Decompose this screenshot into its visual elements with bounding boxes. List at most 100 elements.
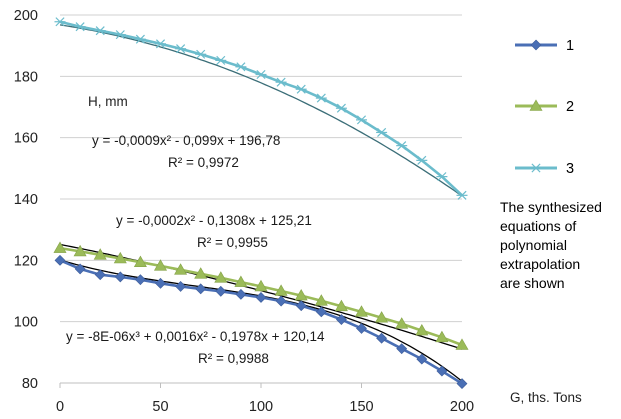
equation-series-2: y = -0,0002x² - 0,1308x + 125,21 [116, 213, 312, 228]
marker-stroke [531, 163, 541, 173]
data-point-marker [54, 17, 66, 27]
legend-label: 3 [566, 161, 574, 177]
y-tick-label: 200 [14, 8, 38, 24]
data-point-marker [114, 30, 126, 40]
data-point-marker [435, 330, 449, 343]
data-point-marker [134, 34, 146, 44]
marker-stroke [316, 93, 326, 103]
y-tick-label: 180 [14, 69, 38, 85]
data-point-marker [155, 39, 166, 49]
data-point-marker [529, 99, 543, 111]
marker-stroke [276, 77, 286, 87]
legend-item-2: 2 [515, 99, 574, 115]
data-point-marker [114, 271, 126, 283]
equation-series-1: y = -8E-06x³ + 0,0016x² - 0,1978x + 120,… [66, 329, 325, 344]
data-point-marker [74, 22, 86, 32]
data-point-marker [94, 26, 106, 36]
data-point-marker [415, 323, 429, 336]
data-point-marker [235, 288, 247, 300]
marker-stroke [115, 30, 125, 40]
data-point-marker [214, 271, 228, 283]
y-tick-label: 100 [14, 315, 38, 331]
marker-stroke [176, 44, 186, 54]
data-point-marker [416, 155, 428, 165]
data-point-marker [436, 172, 448, 182]
data-point-marker [235, 62, 247, 72]
legend-label: 1 [566, 38, 574, 54]
data-point-marker [456, 378, 468, 390]
marker-stroke [135, 34, 145, 44]
data-point-marker [395, 317, 409, 329]
x-tick-labels: 0 50 100 150 200 [56, 383, 474, 415]
data-point-marker [94, 269, 106, 281]
data-point-marker [134, 274, 146, 286]
series-3 [54, 17, 468, 200]
marker-stroke [236, 62, 246, 72]
note-line: polynomial [500, 237, 567, 253]
data-point-marker [396, 343, 408, 355]
note-line: are shown [500, 275, 565, 291]
r-squared-series-2: R² = 0,9955 [197, 235, 268, 250]
data-point-marker [334, 299, 348, 312]
data-point-marker [315, 306, 327, 318]
data-point-marker [174, 263, 188, 275]
note-line: The synthesized [500, 199, 602, 215]
data-point-marker [254, 279, 268, 292]
data-point-marker [133, 255, 147, 267]
r-squared-series-3: R² = 0,9972 [168, 155, 239, 170]
trendline-series-3 [59, 24, 463, 197]
data-point-marker [215, 55, 227, 65]
data-point-marker [153, 259, 168, 271]
y-tick-label: 140 [14, 192, 38, 208]
data-point-marker [356, 322, 367, 334]
y-tick-label: 80 [22, 376, 38, 392]
data-point-marker [354, 305, 369, 317]
data-point-marker [294, 288, 308, 301]
data-point-marker [396, 141, 408, 151]
data-point-marker [73, 244, 87, 257]
data-point-marker [93, 248, 107, 260]
marker-stroke [155, 39, 166, 49]
series-1 [54, 254, 468, 390]
marker-stroke [417, 155, 427, 165]
x-tick-label: 100 [249, 399, 273, 415]
r-squared-series-1: R² = 0,9988 [198, 351, 269, 366]
data-point-marker [314, 294, 328, 306]
data-point-marker [416, 353, 428, 365]
equation-series-3: y = -0,0009x² - 0,099x + 196,78 [92, 133, 281, 148]
y-tick-label: 120 [14, 253, 38, 269]
note-line: extrapolation [500, 256, 581, 272]
marker-stroke [256, 69, 266, 80]
data-point-marker [255, 69, 267, 80]
data-point-marker [275, 295, 287, 307]
data-point-marker [335, 314, 347, 325]
marker-stroke [437, 172, 447, 182]
y-axis-title: H, mm [88, 94, 128, 109]
data-point-marker [194, 267, 208, 279]
legend-item-1: 1 [515, 38, 574, 54]
data-point-marker [375, 311, 389, 323]
x-axis-title: G, ths. Tons [510, 390, 582, 405]
data-point-marker [195, 283, 207, 295]
data-series [53, 17, 469, 390]
legend: 1 2 3 [515, 38, 574, 177]
data-point-marker [275, 77, 287, 87]
marker-stroke [336, 103, 346, 113]
data-point-marker [335, 103, 347, 113]
x-tick-label: 0 [56, 399, 64, 415]
data-point-marker [234, 275, 248, 287]
data-point-marker [274, 284, 288, 296]
data-point-marker [175, 44, 187, 54]
series-2 [53, 241, 469, 350]
data-point-marker [530, 163, 542, 173]
data-point-marker [255, 292, 267, 303]
note-text: The synthesized equations of polynomial … [500, 198, 620, 293]
x-tick-label: 150 [349, 399, 373, 415]
legend-item-3: 3 [515, 161, 574, 177]
marker-stroke [457, 190, 467, 200]
y-tick-label: 160 [14, 131, 38, 147]
data-point-marker [113, 251, 127, 264]
y-tick-labels: 80 100 120 140 160 180 200 [14, 8, 38, 392]
data-point-marker [376, 127, 388, 138]
